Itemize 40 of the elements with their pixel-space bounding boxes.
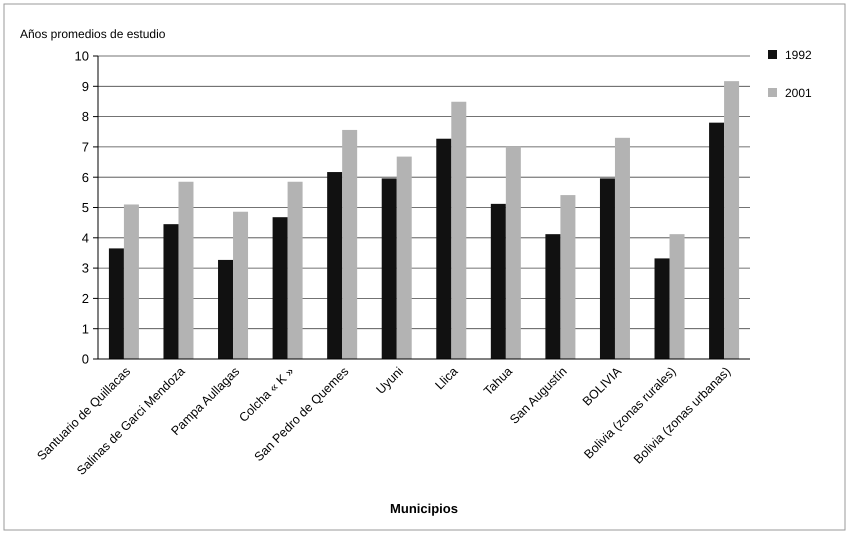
y-tick-label: 3 (82, 260, 89, 276)
y-tick-label: 2 (82, 290, 89, 306)
bar (724, 81, 740, 359)
x-tick-label: Llica (432, 364, 461, 392)
bar (396, 156, 412, 359)
y-tick-label: 4 (82, 230, 89, 246)
bar (108, 248, 124, 359)
bar (436, 138, 452, 359)
bar (506, 146, 521, 359)
bar (670, 234, 685, 359)
bar (342, 130, 358, 359)
y-tick-label: 5 (82, 200, 89, 216)
bar (451, 102, 466, 359)
bar (124, 204, 139, 359)
y-tick-label: 0 (82, 352, 89, 367)
bar (233, 212, 248, 359)
bar (654, 258, 670, 359)
bar (490, 204, 506, 359)
y-tick-label: 9 (82, 78, 89, 94)
legend-label: 1992 (785, 48, 812, 62)
bar (163, 224, 178, 359)
bar (178, 182, 194, 359)
y-tick-label: 10 (74, 48, 89, 64)
legend-label: 2001 (785, 86, 812, 100)
y-tick-label: 6 (82, 170, 89, 185)
y-tick-label: 8 (82, 109, 89, 124)
y-tick-label: 1 (82, 321, 89, 336)
y-axis-title: Años promedios de estudio (20, 27, 166, 41)
y-tick-label: 7 (82, 139, 89, 154)
bar (560, 195, 576, 359)
x-axis-title: Municipios (390, 501, 458, 516)
bar (288, 182, 303, 359)
bar (709, 122, 724, 359)
bar (614, 138, 630, 359)
bar (218, 260, 234, 359)
bar (600, 178, 615, 359)
bar (327, 172, 342, 359)
bar (545, 234, 560, 359)
bar (382, 178, 397, 359)
bar (272, 217, 288, 359)
